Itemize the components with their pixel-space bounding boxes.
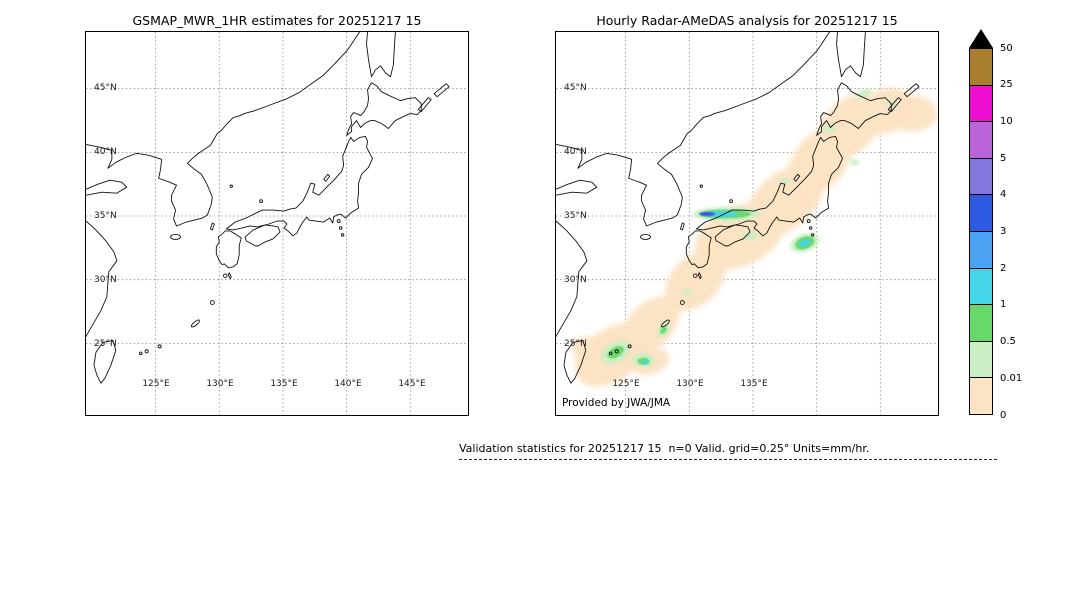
- lat-tick-label: 30°N: [564, 275, 587, 285]
- colorbar: [969, 48, 993, 415]
- colorbar-tick-label: 0.01: [1000, 373, 1023, 384]
- colorbar-tick-label: 0: [1000, 410, 1007, 421]
- lon-tick-label: 145°E: [398, 379, 426, 389]
- colorbar-tick-label: 2: [1000, 263, 1007, 274]
- colorbar-cell: [970, 340, 992, 378]
- colorbar-tick-label: 3: [1000, 226, 1007, 237]
- credit-label: Provided by JWA/JMA: [562, 397, 671, 409]
- colorbar-cell: [970, 194, 992, 231]
- colorbar-tick-label: 4: [1000, 189, 1007, 200]
- lat-tick-label: 35°N: [564, 211, 587, 221]
- lat-tick-label: 30°N: [94, 275, 117, 285]
- right-map-panel: 45°N 40°N 35°N 30°N 25°N 125°E 130°E 135…: [555, 31, 939, 416]
- lon-tick-label: 125°E: [612, 379, 640, 389]
- colorbar-tick-label: 5: [1000, 153, 1007, 164]
- lat-tick-label: 45°N: [94, 83, 117, 93]
- lon-tick-label: 135°E: [270, 379, 298, 389]
- colorbar-tick-label: 10: [1000, 116, 1013, 127]
- lat-tick-label: 25°N: [94, 339, 117, 349]
- stats-divider: [459, 459, 997, 460]
- left-map-panel: 45°N 40°N 35°N 30°N 25°N 125°E 130°E 135…: [85, 31, 469, 416]
- colorbar-tick-label: 50: [1000, 43, 1013, 54]
- lat-tick-label: 40°N: [94, 147, 117, 157]
- colorbar-tick-label: 25: [1000, 79, 1013, 90]
- grid-lines: [86, 32, 468, 415]
- colorbar-cell: [970, 157, 992, 195]
- precipitation-shading: [571, 88, 938, 387]
- right-map-title: Hourly Radar-AMeDAS analysis for 2025121…: [596, 13, 898, 28]
- left-map-svg: [86, 32, 468, 415]
- colorbar-cell: [970, 377, 992, 414]
- coastline-geometry: [86, 32, 450, 384]
- colorbar-cell: [970, 304, 992, 341]
- colorbar-cell: [970, 84, 992, 122]
- lon-tick-label: 135°E: [740, 379, 768, 389]
- lon-tick-label: 130°E: [206, 379, 234, 389]
- colorbar-cell: [970, 230, 992, 268]
- left-map-title: GSMAP_MWR_1HR estimates for 20251217 15: [132, 13, 422, 28]
- lat-tick-label: 45°N: [564, 83, 587, 93]
- validation-stats-text: Validation statistics for 20251217 15 n=…: [459, 442, 870, 455]
- colorbar-tick-label: 1: [1000, 299, 1007, 310]
- colorbar-cell: [970, 49, 992, 85]
- colorbar-cell: [970, 267, 992, 305]
- lat-tick-label: 25°N: [564, 339, 587, 349]
- colorbar-tick-label: 0.5: [1000, 336, 1016, 347]
- lon-tick-label: 140°E: [334, 379, 362, 389]
- lat-tick-label: 35°N: [94, 211, 117, 221]
- lat-tick-label: 40°N: [564, 147, 587, 157]
- lon-tick-label: 130°E: [676, 379, 704, 389]
- right-map-svg: [556, 32, 938, 415]
- colorbar-overflow-triangle: [969, 29, 993, 48]
- colorbar-cell: [970, 121, 992, 158]
- lon-tick-label: 125°E: [142, 379, 170, 389]
